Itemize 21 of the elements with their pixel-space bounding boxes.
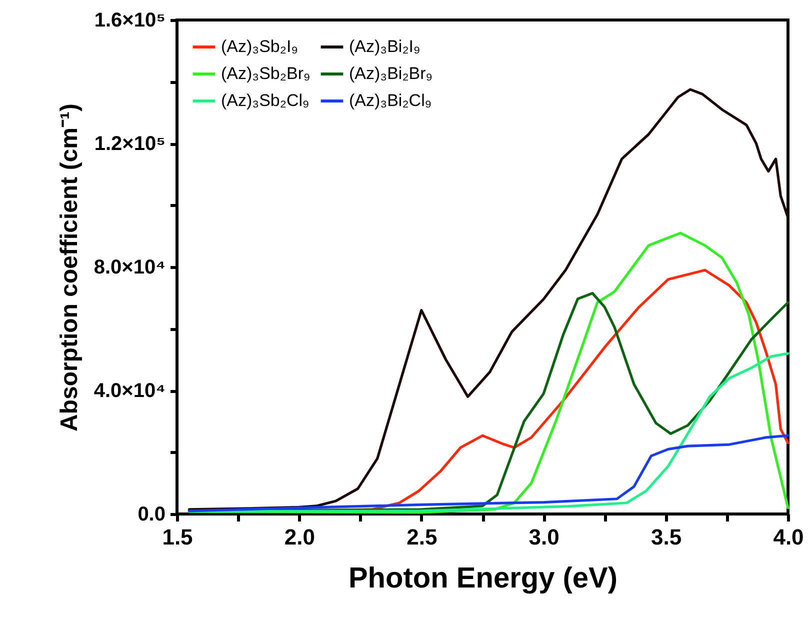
y-tick-label: 8.0×10⁴ xyxy=(94,256,166,278)
x-tick-label: 3.5 xyxy=(651,524,682,550)
legend-label: (Az)₃Sb₂Cl₉ xyxy=(221,91,310,110)
legend-label: (Az)₃Bi₂Cl₉ xyxy=(349,91,432,110)
y-tick-label: 4.0×10⁴ xyxy=(94,380,166,402)
line-series xyxy=(188,434,790,512)
legend-label: (Az)₃Sb₂Br₉ xyxy=(221,64,310,83)
legend-label: (Az)₃Bi₂Br₉ xyxy=(349,64,433,83)
x-tick-label: 4.0 xyxy=(773,524,804,550)
y-tick-label: 1.6×10⁵ xyxy=(94,10,166,32)
x-axis-title: Photon Energy (eV) xyxy=(348,562,618,594)
x-tick-label: 2.0 xyxy=(284,524,315,550)
x-tick-label: 1.5 xyxy=(162,524,193,550)
y-tick-label: 0.0 xyxy=(138,504,166,526)
x-tick-label: 2.5 xyxy=(406,524,438,550)
y-axis-title: Absorption coefficient (cm⁻¹) xyxy=(56,103,83,432)
y-tick-label: 1.2×10⁵ xyxy=(94,133,166,155)
x-tick-label: 3.0 xyxy=(528,524,560,550)
line-series xyxy=(188,352,790,513)
legend-label: (Az)₃Bi₂I₉ xyxy=(349,37,420,56)
legend-label: (Az)₃Sb₂I₉ xyxy=(221,37,298,56)
